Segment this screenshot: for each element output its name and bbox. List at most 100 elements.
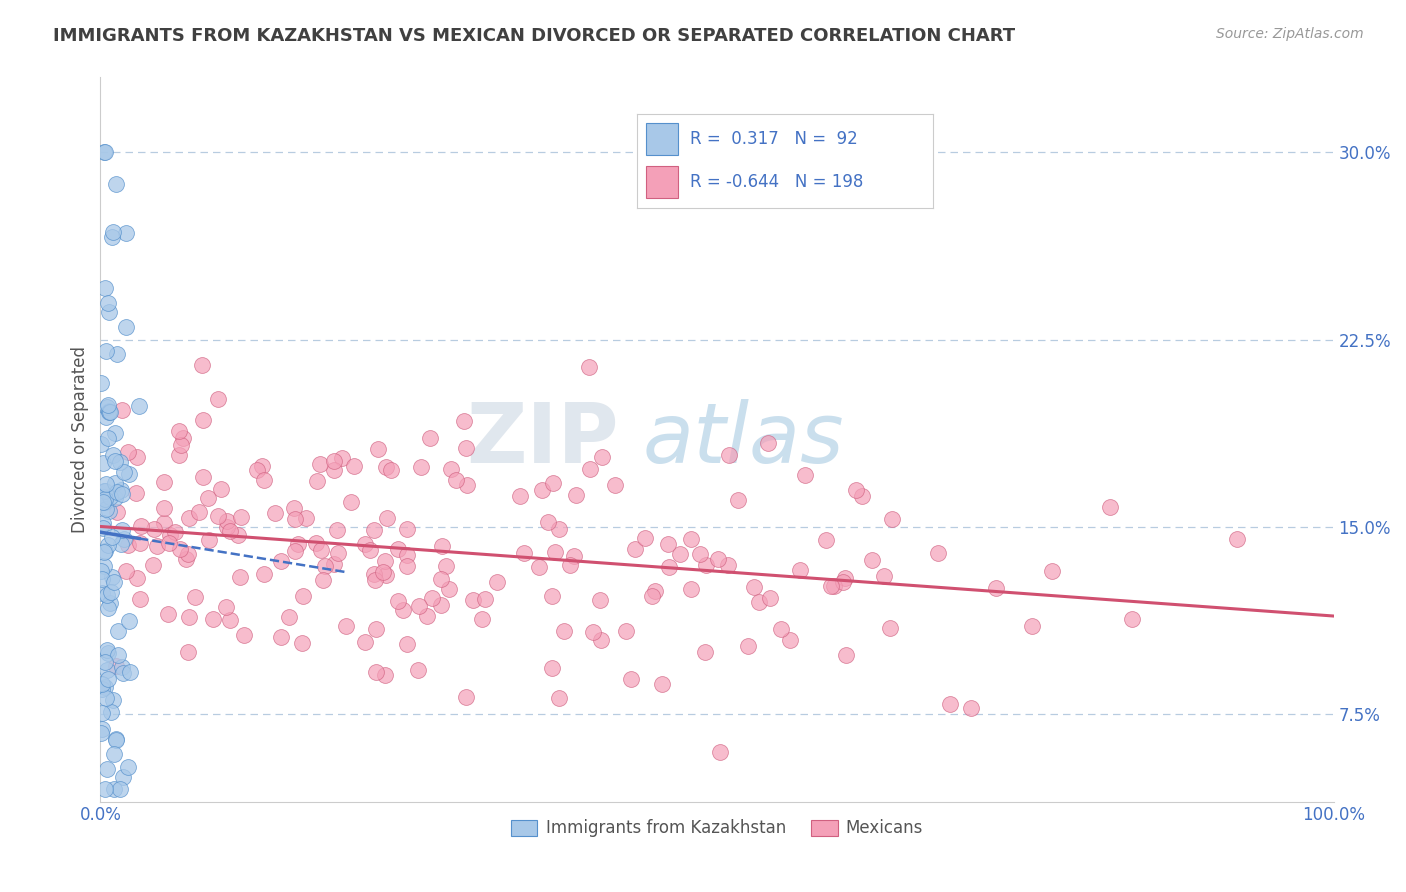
Point [291, 636, 314, 650]
Point [330, 450, 353, 465]
Point [558, 558, 581, 573]
Text: atlas: atlas [643, 399, 845, 480]
Point [100, 570, 122, 584]
Point [157, 536, 180, 550]
Text: Source: ZipAtlas.com: Source: ZipAtlas.com [1216, 27, 1364, 41]
Point [374, 668, 396, 682]
Point [364, 665, 387, 680]
Point [96, 588, 118, 602]
Point [395, 522, 418, 536]
Point [375, 459, 398, 474]
Point [177, 645, 200, 659]
Point [90, 725, 112, 739]
Point [226, 528, 249, 542]
Point [218, 524, 240, 539]
Point [717, 558, 740, 573]
Point [589, 632, 612, 647]
Point [229, 510, 252, 524]
Point [165, 524, 187, 539]
Point [142, 558, 165, 572]
Point [207, 392, 229, 406]
Point [93, 145, 115, 160]
Point [215, 600, 238, 615]
Point [98, 490, 121, 504]
Point [115, 564, 138, 578]
Point [184, 590, 207, 604]
Point [118, 467, 141, 481]
Point [689, 547, 711, 561]
Point [291, 590, 314, 604]
Point [540, 661, 562, 675]
Point [97, 672, 120, 686]
Point [112, 466, 135, 480]
Point [94, 655, 117, 669]
Point [322, 557, 344, 571]
Point [395, 558, 418, 573]
Point [118, 614, 141, 628]
Point [91, 494, 114, 508]
Point [94, 484, 117, 499]
Point [105, 505, 128, 519]
Point [112, 665, 135, 680]
Point [392, 603, 415, 617]
Point [851, 489, 873, 503]
Point [270, 554, 292, 568]
Point [461, 593, 484, 607]
Point [284, 544, 307, 558]
Point [94, 281, 117, 295]
Point [578, 360, 600, 375]
Point [153, 475, 176, 490]
Point [90, 564, 112, 578]
Point [98, 596, 121, 610]
Point [167, 448, 190, 462]
Point [578, 462, 600, 476]
Point [834, 571, 856, 585]
Point [111, 403, 134, 417]
Point [287, 537, 309, 551]
Point [444, 473, 467, 487]
Point [485, 575, 508, 590]
Point [97, 538, 120, 552]
Point [364, 623, 387, 637]
Point [125, 450, 148, 464]
Point [634, 531, 657, 545]
Point [94, 477, 117, 491]
Point [537, 516, 560, 530]
Point [90, 437, 112, 451]
Point [845, 483, 868, 498]
Point [94, 782, 117, 797]
Point [117, 445, 139, 459]
Point [105, 659, 128, 673]
Point [544, 545, 567, 559]
Point [107, 648, 129, 663]
Point [474, 592, 496, 607]
Point [96, 401, 118, 415]
Point [94, 344, 117, 359]
Point [453, 414, 475, 428]
Point [335, 619, 357, 633]
Point [128, 536, 150, 550]
Text: IMMIGRANTS FROM KAZAKHSTAN VS MEXICAN DIVORCED OR SEPARATED CORRELATION CHART: IMMIGRANTS FROM KAZAKHSTAN VS MEXICAN DI… [53, 27, 1015, 45]
Point [202, 612, 225, 626]
Point [456, 477, 478, 491]
Point [823, 579, 845, 593]
Point [311, 543, 333, 558]
Y-axis label: Divorced or Separated: Divorced or Separated [72, 346, 89, 533]
Point [651, 677, 673, 691]
Point [125, 571, 148, 585]
Point [371, 565, 394, 579]
Point [108, 782, 131, 797]
Point [98, 304, 121, 318]
Point [681, 582, 703, 596]
Point [90, 376, 112, 390]
Point [789, 563, 811, 577]
Point [104, 454, 127, 468]
Point [295, 511, 318, 525]
Point [308, 457, 330, 471]
Point [193, 413, 215, 427]
Point [146, 540, 169, 554]
Point [98, 404, 121, 418]
Point [156, 607, 179, 622]
Point [215, 520, 238, 534]
Point [93, 516, 115, 531]
